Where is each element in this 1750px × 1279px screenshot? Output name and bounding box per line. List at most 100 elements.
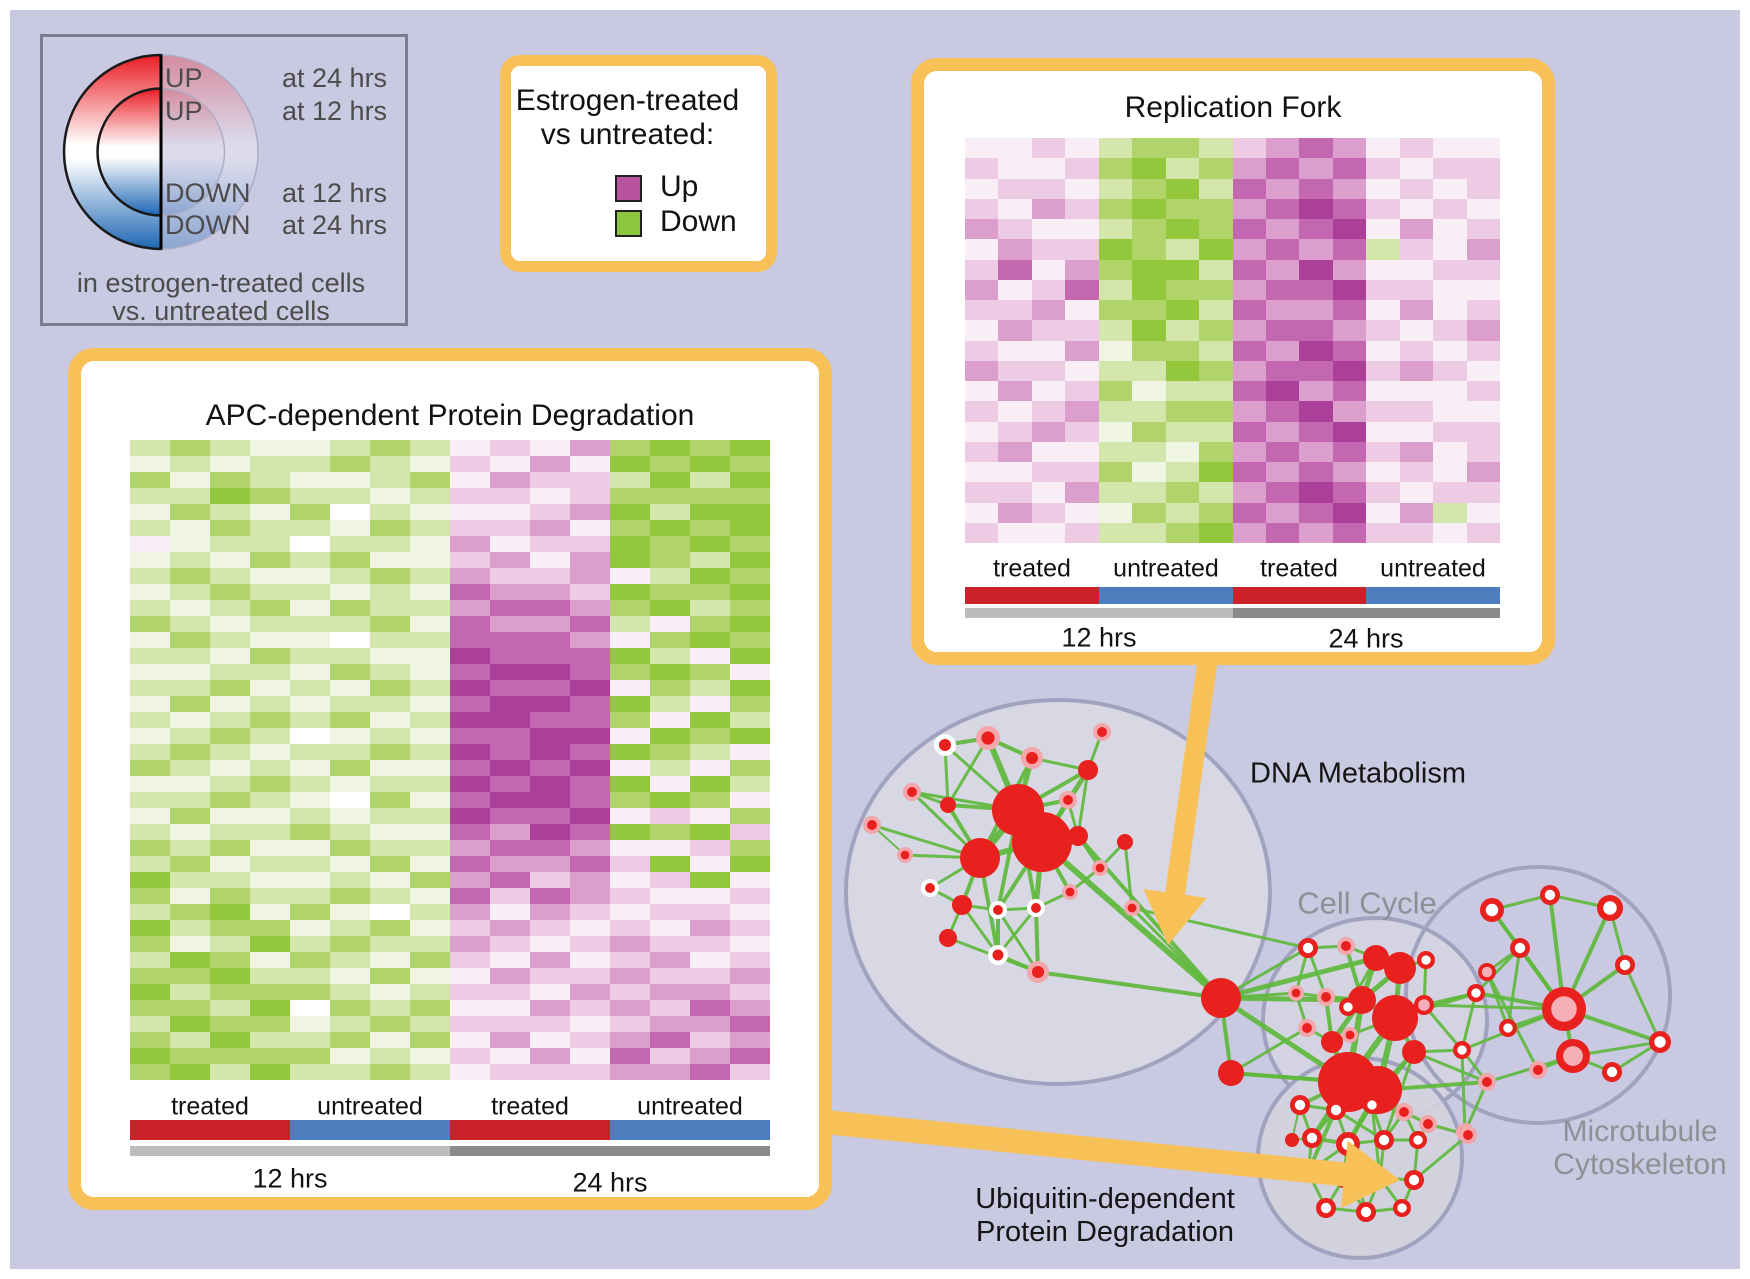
heatmap-cell [1366,198,1400,219]
heatmap-cell [170,984,210,1000]
heatmap-cell [170,904,210,920]
heatmap-cell [530,584,570,600]
heatmap-cell [998,441,1032,462]
heatmap-cell [1299,441,1333,462]
heatmap-cell [1265,279,1300,300]
heatmap-cell [290,456,330,472]
heatmap-cell [690,616,730,632]
network-node [1298,1162,1318,1182]
heatmap-cell [490,728,530,744]
heatmap-cell [1132,360,1166,381]
heatmap-cell [650,792,690,808]
network-node [897,847,913,863]
heatmap-cell [330,648,370,664]
pathway-arrow-shaft [813,1110,1357,1187]
heatmap-cell [250,664,290,680]
heatmap-cell [490,664,530,680]
heatmap-cell [250,888,290,904]
heatmap-cell [1232,259,1266,280]
heatmap-cell [965,239,999,260]
heatmap-cell [250,584,290,600]
heatmap-cell [450,1000,490,1016]
heatmap-cell [610,520,650,536]
heatmap-cell [610,616,650,632]
heatmap-cell [490,584,530,600]
network-edge [1220,991,1297,1000]
heatmap-cell [210,840,250,856]
heatmap-cell [290,856,330,872]
rep-group-treated-12: treated [993,554,1071,583]
heatmap-cell [1466,158,1500,179]
heatmap-cell [130,728,170,744]
heatmap-cell [650,552,690,568]
heatmap-cell [650,856,690,872]
heatmap-cell [450,936,490,952]
heatmap-cell [250,1016,290,1032]
heatmap-cell [1399,158,1434,179]
heatmap-cell [410,952,450,968]
network-edge [1220,946,1309,1000]
heatmap-cell [1332,401,1367,422]
heatmap-cell [370,1000,410,1016]
heatmap-cell [998,482,1032,503]
heatmap-cell [490,696,530,712]
heatmap-cell [210,744,250,760]
heatmap-cell [998,219,1032,240]
heatmap-cell [1299,300,1333,321]
heatmap-cell [1098,360,1133,381]
heatmap-cell [1366,259,1400,280]
heatmap-cell [490,472,530,488]
heatmap-cell [450,520,490,536]
heatmap-cell [1265,158,1300,179]
network-edge [1370,1051,1416,1106]
heatmap-cell [570,1000,610,1016]
network-node [1059,791,1077,809]
heatmap-cell [370,552,410,568]
heatmap-cell [290,664,330,680]
heatmap-cell [690,904,730,920]
heatmap-cell [998,502,1032,523]
rep-group-treated-24: treated [1260,554,1338,583]
cluster-ellipse [1261,916,1489,1124]
heatmap-cell [210,440,250,456]
heatmap-cell [965,462,999,483]
heatmap-cell [370,1064,410,1080]
heatmap-cell [210,616,250,632]
heatmap-cell [570,600,610,616]
heatmap-cell [690,776,730,792]
heatmap-cell [650,824,690,840]
network-edge [1342,1143,1350,1179]
heatmap-cell [1466,522,1500,543]
network-edge [1422,959,1428,1006]
heatmap-cell [1332,421,1367,442]
heatmap-cell [410,632,450,648]
heatmap-cell [1232,178,1266,199]
heatmap-cell [490,1000,530,1016]
heatmap-cell [1165,381,1200,402]
network-edge [1562,1008,1575,1057]
network-edge [1403,1110,1429,1126]
heatmap-cell [998,259,1032,280]
cluster-ellipse [1404,865,1672,1125]
heatmap-cell [450,680,490,696]
heatmap-cell [490,792,530,808]
heatmap-cell [130,648,170,664]
network-edge [1220,955,1377,1001]
network-edge [1324,1177,1346,1209]
heatmap-cell [690,872,730,888]
heatmap-cell [170,728,210,744]
heatmap-cell [1065,381,1099,402]
heatmap-cell [370,792,410,808]
heatmap-cell [1299,381,1333,402]
network-node [903,783,921,801]
heatmap-cell [730,440,770,456]
heatmap-cell [650,568,690,584]
heatmap-cell [1132,401,1166,422]
heatmap-cell [130,840,170,856]
heatmap-cell [490,888,530,904]
heatmap-cell [170,1000,210,1016]
heatmap-cell [330,968,370,984]
heatmap-cell [610,824,650,840]
network-node [1510,938,1530,958]
network-edge [1335,1108,1385,1142]
